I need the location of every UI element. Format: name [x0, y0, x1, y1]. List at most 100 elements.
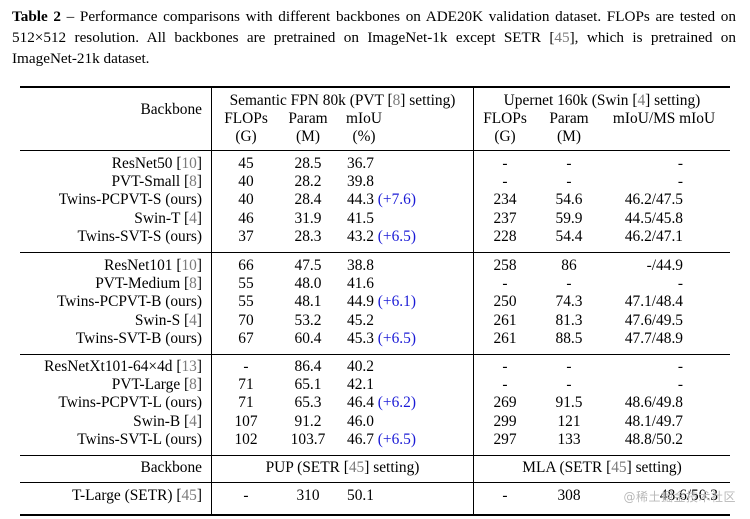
row-gain: (+6.5) — [377, 227, 416, 245]
row-flops: 40 — [238, 191, 254, 209]
row-param: 65.1 — [294, 376, 322, 394]
row-miou-ms: 48.1/49.7 — [624, 412, 683, 430]
row-param: 48.0 — [294, 275, 322, 293]
row-miou: 41.5 — [347, 209, 374, 227]
vline-backbone — [211, 88, 212, 514]
row-flops: 71 — [238, 376, 254, 394]
header-rule — [20, 150, 730, 151]
row-flops2: - — [502, 173, 508, 191]
row-backbone-name: ResNetXt101-64×4d [13] — [44, 358, 202, 375]
row-miou-ms: 47.7/48.9 — [624, 329, 683, 347]
row-miou: 40.2 — [347, 358, 374, 375]
row-backbone-name: Swin-S [4] — [134, 311, 202, 329]
row-miou-ms: 48.8/50.2 — [624, 430, 683, 448]
row-param: 48.1 — [294, 293, 322, 311]
row-miou-ms: 46.2/47.1 — [624, 227, 683, 245]
row-param2: - — [566, 358, 572, 375]
row-flops2: 258 — [493, 257, 517, 274]
row-miou-ms: 46.2/47.5 — [624, 191, 683, 209]
row-flops2: 228 — [493, 227, 517, 245]
row-backbone-name: Twins-PCPVT-S (ours) — [58, 191, 202, 209]
row-flops2: 250 — [493, 293, 517, 311]
row-miou-ms: - — [677, 358, 683, 375]
col-miou-unit: (%) — [352, 128, 376, 145]
row-flops: 45 — [238, 155, 254, 172]
row-miou-ms: -/44.9 — [646, 257, 683, 274]
setr-row-name: T-Large (SETR) [45] — [72, 487, 202, 504]
row-backbone-name: Twins-SVT-B (ours) — [75, 329, 202, 347]
row-miou-ms: 44.5/45.8 — [624, 209, 683, 227]
row-param2: 54.6 — [555, 191, 583, 209]
row-miou-ms: - — [677, 155, 683, 172]
caption-ref: 45 — [554, 29, 570, 46]
row-gain: (+6.2) — [377, 394, 416, 412]
row-flops: 67 — [238, 329, 254, 347]
row-flops2: - — [502, 376, 508, 394]
setr-row-param2: 308 — [557, 487, 581, 504]
row-miou-ms: 47.6/49.5 — [624, 311, 683, 329]
row-backbone-name: Swin-B [4] — [133, 412, 202, 430]
row-backbone-name: PVT-Small [8] — [111, 173, 202, 191]
row-param: 91.2 — [294, 412, 322, 430]
row-param2: 91.5 — [555, 394, 583, 412]
row-flops2: 234 — [493, 191, 517, 209]
row-flops2: 261 — [493, 329, 517, 347]
row-backbone-name: PVT-Large [8] — [111, 376, 202, 394]
row-miou: 46.0 — [347, 412, 374, 430]
row-backbone-name: Twins-PCPVT-L (ours) — [58, 394, 202, 412]
caption-text-after: ], which is pretrained on ImageNet-21k d… — [12, 29, 736, 67]
watermark: @稀土掘金技术社区 — [623, 490, 736, 504]
row-param2: 121 — [557, 412, 581, 430]
top-rule — [20, 86, 730, 88]
setr-row-miou2: 48.6/50.3 — [659, 487, 718, 504]
row-miou: 44.9 (+6.1) — [347, 293, 416, 311]
row-flops: 40 — [238, 173, 254, 191]
row-param2: - — [566, 173, 572, 191]
col-flops2-unit: (G) — [494, 128, 516, 145]
row-backbone-name: Twins-PCPVT-B (ours) — [56, 293, 202, 311]
table-caption: Table 2 – Performance comparisons with d… — [12, 6, 736, 69]
row-param2: - — [566, 275, 572, 293]
row-param2: 88.5 — [555, 329, 583, 347]
row-backbone-name: Twins-SVT-S (ours) — [77, 227, 202, 245]
row-miou-ms: - — [677, 173, 683, 191]
row-flops: 55 — [238, 293, 254, 311]
row-backbone-name: PVT-Medium [8] — [95, 275, 202, 293]
row-miou-ms: - — [677, 275, 683, 293]
header-group1: Semantic FPN 80k (PVT [8] setting) — [229, 92, 456, 109]
row-flops2: 299 — [493, 412, 517, 430]
row-flops: 102 — [234, 430, 258, 448]
row-backbone-name: ResNet50 [10] — [111, 155, 202, 172]
col-flops: FLOPs — [224, 110, 268, 127]
group1-rule — [20, 252, 730, 253]
row-miou-ms: - — [677, 376, 683, 394]
row-flops2: - — [502, 358, 508, 375]
row-flops2: 297 — [493, 430, 517, 448]
row-param: 28.3 — [294, 227, 322, 245]
row-param2: - — [566, 155, 572, 172]
setr-header-pup: PUP (SETR [45] setting) — [265, 459, 420, 476]
row-param: 28.2 — [294, 173, 322, 191]
row-miou: 45.3 (+6.5) — [347, 329, 416, 347]
setr-header-rule — [20, 482, 730, 483]
row-flops: 71 — [238, 394, 254, 412]
row-miou-ms: 48.6/49.8 — [624, 394, 683, 412]
row-flops: 107 — [234, 412, 258, 430]
col-param2: Param — [549, 110, 589, 127]
row-param: 28.5 — [294, 155, 322, 172]
row-flops: 66 — [238, 257, 254, 274]
row-miou: 43.2 (+6.5) — [347, 227, 416, 245]
row-param: 103.7 — [290, 430, 326, 448]
row-backbone-name: Swin-T [4] — [134, 209, 202, 227]
vline-groups — [473, 88, 474, 514]
caption-text-before: – Performance comparisons with different… — [12, 8, 736, 46]
setr-row-flops2: - — [502, 487, 508, 504]
header-group2: Upernet 160k (Swin [4] setting) — [503, 92, 701, 109]
col-flops-unit: (G) — [235, 128, 257, 145]
row-backbone-name: ResNet101 [10] — [104, 257, 202, 274]
row-gain: (+6.1) — [377, 293, 416, 311]
caption-label: Table 2 — [12, 8, 61, 25]
row-flops: 37 — [238, 227, 254, 245]
row-miou: 42.1 — [347, 376, 374, 394]
setr-header-mla: MLA (SETR [45] setting) — [522, 459, 682, 476]
